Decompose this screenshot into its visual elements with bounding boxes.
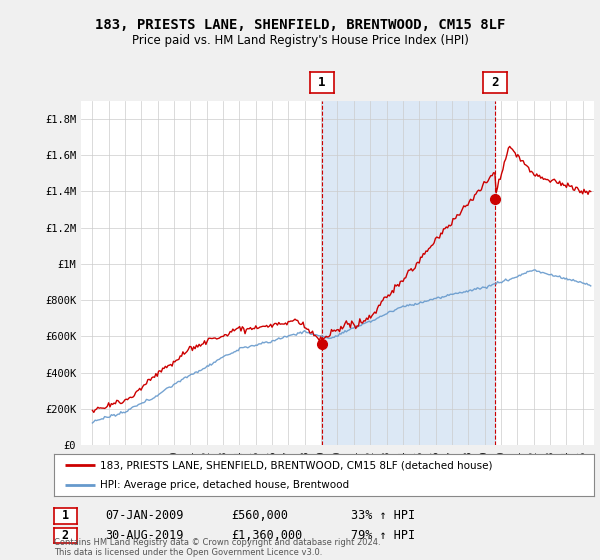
- Text: 30-AUG-2019: 30-AUG-2019: [105, 529, 184, 542]
- Text: 2: 2: [62, 529, 69, 542]
- Text: 79% ↑ HPI: 79% ↑ HPI: [351, 529, 415, 542]
- Text: 07-JAN-2009: 07-JAN-2009: [105, 509, 184, 522]
- Text: 1: 1: [62, 509, 69, 522]
- Text: Contains HM Land Registry data © Crown copyright and database right 2024.
This d: Contains HM Land Registry data © Crown c…: [54, 538, 380, 557]
- Text: £560,000: £560,000: [231, 509, 288, 522]
- Text: Price paid vs. HM Land Registry's House Price Index (HPI): Price paid vs. HM Land Registry's House …: [131, 34, 469, 47]
- Text: 1: 1: [318, 76, 326, 89]
- Text: £1,360,000: £1,360,000: [231, 529, 302, 542]
- Text: 183, PRIESTS LANE, SHENFIELD, BRENTWOOD, CM15 8LF (detached house): 183, PRIESTS LANE, SHENFIELD, BRENTWOOD,…: [100, 460, 493, 470]
- Text: HPI: Average price, detached house, Brentwood: HPI: Average price, detached house, Bren…: [100, 480, 349, 490]
- Text: 183, PRIESTS LANE, SHENFIELD, BRENTWOOD, CM15 8LF: 183, PRIESTS LANE, SHENFIELD, BRENTWOOD,…: [95, 18, 505, 32]
- Bar: [322, 101, 496, 445]
- Text: 2: 2: [492, 76, 499, 89]
- Text: 33% ↑ HPI: 33% ↑ HPI: [351, 509, 415, 522]
